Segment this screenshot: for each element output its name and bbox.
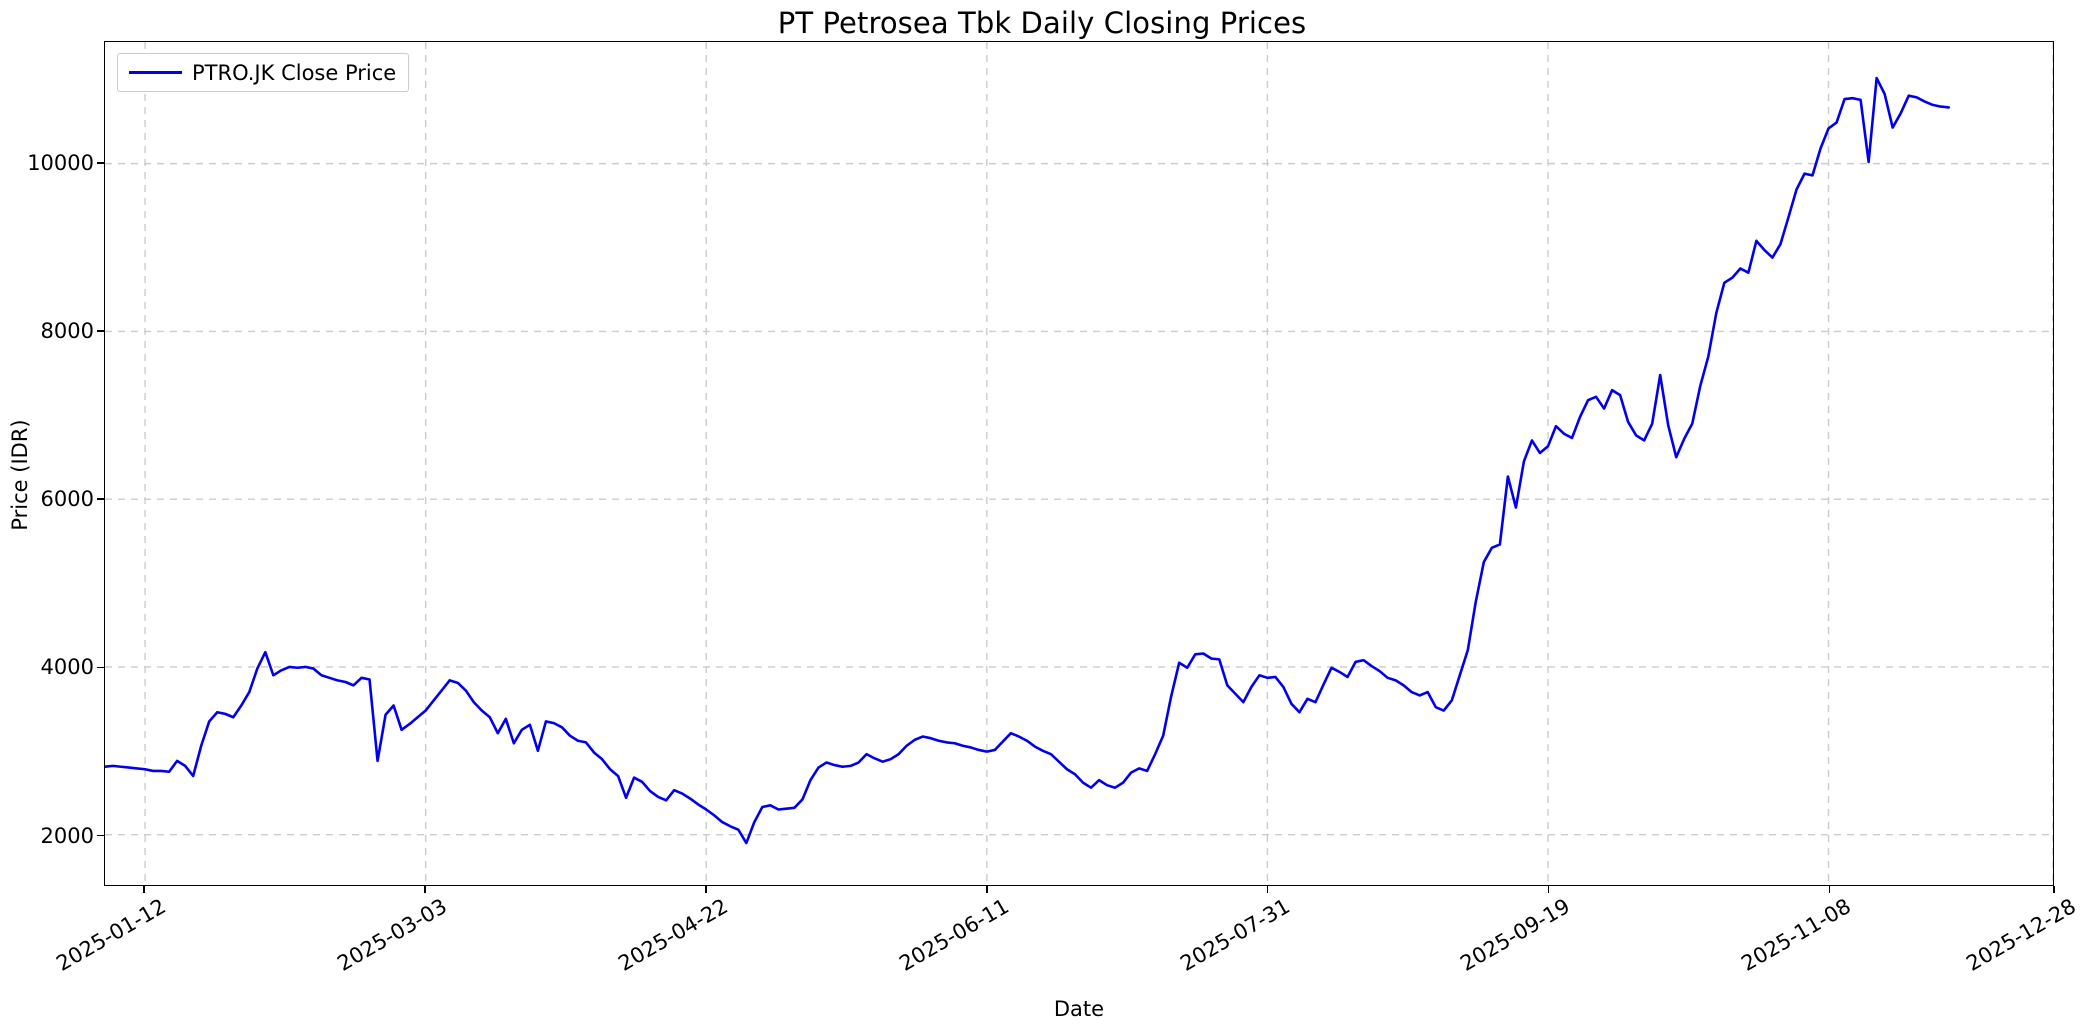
y-axis-tick-mark-10000 xyxy=(97,162,104,164)
x-axis-tick-mark-2025-04-22 xyxy=(705,886,707,893)
y-axis-tick-labels: 2000 4000 6000 8000 10000 xyxy=(0,41,96,886)
chart-legend: PTRO.JK Close Price xyxy=(117,53,410,92)
chart-title: PT Petrosea Tbk Daily Closing Prices xyxy=(777,6,1307,40)
plot-area xyxy=(104,41,2054,886)
y-axis-tick-mark-2000 xyxy=(97,834,104,837)
y-axis-tick-marks xyxy=(97,41,105,886)
x-axis-tick-label-2025-04-22: 2025-04-22 xyxy=(614,894,732,976)
x-axis-tick-label-2025-03-03: 2025-03-03 xyxy=(333,894,451,976)
y-axis-tick-label-8000: 8000 xyxy=(40,319,94,344)
x-axis-tick-mark-2025-06-11 xyxy=(985,886,988,893)
y-axis-tick-mark-4000 xyxy=(97,666,104,669)
x-axis-tick-labels: 2025-01-12 2025-03-03 2025-04-22 2025-06-11… xyxy=(52,894,2080,994)
x-axis-tick-mark-2025-11-08 xyxy=(1828,886,1831,893)
x-axis-tick-mark-2025-09-19 xyxy=(1547,886,1550,893)
x-axis-tick-marks xyxy=(104,886,2055,894)
x-axis-tick-mark-2025-12-28 xyxy=(2053,886,2055,893)
series-line-group xyxy=(105,78,1949,843)
plot-svg xyxy=(105,42,2053,885)
x-axis-tick-mark-2025-03-03 xyxy=(424,886,426,893)
series-line-ptro-jk-close-price xyxy=(105,78,1949,843)
x-axis-tick-label-2025-12-28: 2025-12-28 xyxy=(1962,894,2080,976)
grid-lines xyxy=(105,42,2053,885)
y-axis-tick-label-10000: 10000 xyxy=(27,150,94,175)
x-axis-tick-mark-2025-07-31 xyxy=(1266,886,1269,893)
y-axis-tick-mark-6000 xyxy=(97,498,104,501)
x-axis-tick-label-2025-11-08: 2025-11-08 xyxy=(1737,894,1856,976)
x-axis-tick-label-2025-09-19: 2025-09-19 xyxy=(1456,894,1575,976)
legend-label-ptro-jk-close-price: PTRO.JK Close Price xyxy=(192,60,397,85)
x-axis-tick-mark-2025-01-12 xyxy=(143,886,145,893)
y-axis-tick-label-6000: 6000 xyxy=(40,487,94,512)
x-axis-tick-label-2025-07-31: 2025-07-31 xyxy=(1175,894,1294,976)
legend-line-swatch xyxy=(129,71,182,74)
x-axis-label: Date xyxy=(1053,997,1105,1021)
x-axis-tick-label-2025-01-12: 2025-01-12 xyxy=(52,894,171,976)
y-axis-tick-label-2000: 2000 xyxy=(40,823,94,848)
y-axis-tick-label-4000: 4000 xyxy=(40,655,94,680)
x-axis-tick-label-2025-06-11: 2025-06-11 xyxy=(895,894,1013,976)
y-axis-tick-mark-8000 xyxy=(97,330,104,332)
